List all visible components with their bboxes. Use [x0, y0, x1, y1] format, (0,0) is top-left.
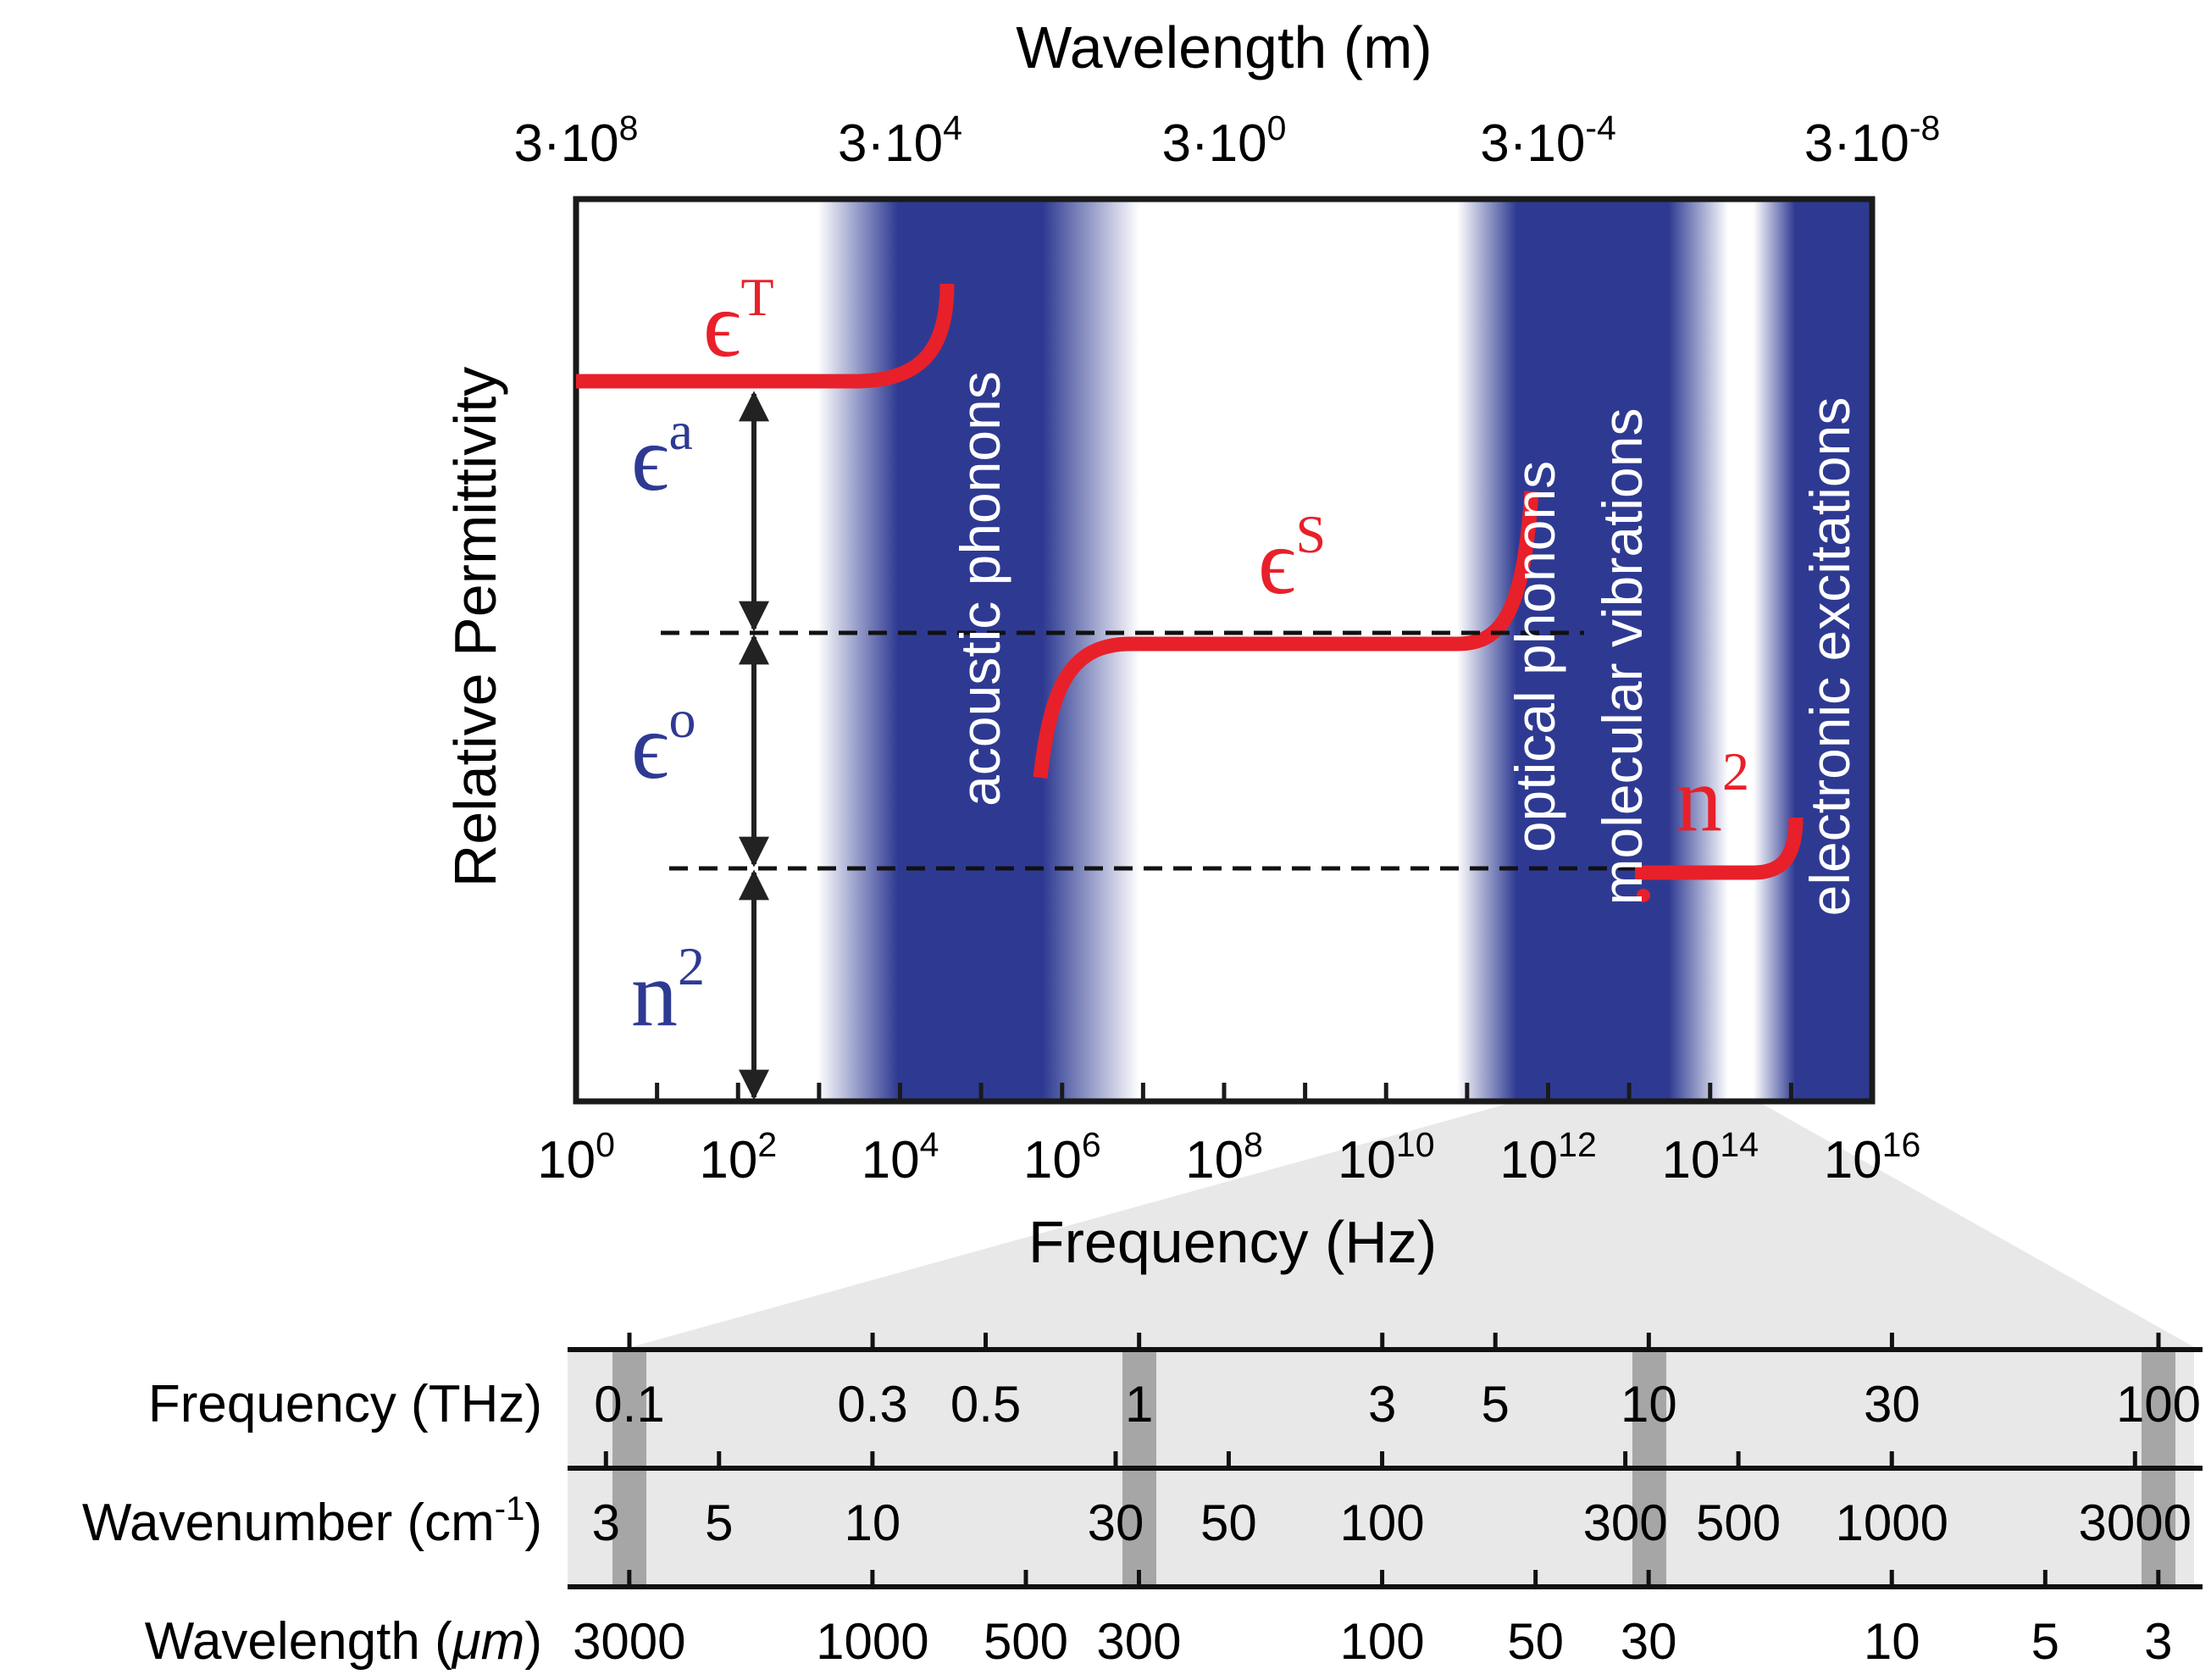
wavelength-scale-label: 3000 [573, 1613, 685, 1670]
n-squared-arrow-label: n2 [631, 936, 705, 1045]
epsilon-a-label: ϵa [631, 401, 693, 510]
wavelength-scale-label: 50 [1507, 1613, 1564, 1670]
wavenumber-scale-label: 10 [845, 1494, 901, 1551]
wavenumber-scale-label: 300 [1583, 1494, 1668, 1551]
wavelength-scale-label: 500 [984, 1613, 1068, 1670]
wavenumber-scale-label: 1000 [1835, 1494, 1948, 1551]
wavenumber-scale-label: 100 [1339, 1494, 1424, 1551]
optical-phonons-label: optical phonons [1504, 461, 1566, 852]
frequency-row-label: Frequency (THz) [148, 1375, 542, 1433]
wavenumber-scale-label: 50 [1200, 1494, 1257, 1551]
frequency-axis-title: Frequency (Hz) [1028, 1209, 1437, 1275]
frequency-tick-label: 1010 [1338, 1125, 1435, 1189]
wavelength-scale-label: 3 [2144, 1613, 2172, 1670]
frequency-tick-label: 104 [862, 1125, 939, 1189]
wavenumber-scale-label: 3 [592, 1494, 620, 1551]
frequency-scale-label: 100 [2116, 1376, 2201, 1433]
wavelength-scale-label: 100 [1339, 1613, 1424, 1670]
wavelength-tick-labels: 3·108 3·104 3·100 3·10-4 3·10-8 [514, 108, 1941, 173]
wavelength-scale-label: 300 [1096, 1613, 1181, 1670]
frequency-tick-label: 108 [1185, 1125, 1263, 1189]
epsilon-T-label: ϵT [703, 267, 774, 376]
electronic-excitations-label: electronic excitations [1798, 397, 1861, 917]
optical-phonon-band [1457, 199, 1728, 1101]
epsilon-T-curve [576, 283, 955, 389]
wavelength-scale-label: 10 [1864, 1613, 1920, 1670]
epsilon-o-label: ϵo [631, 689, 696, 798]
frequency-scale-label: 1 [1125, 1376, 1153, 1433]
frequency-scale-label: 0.5 [950, 1376, 1021, 1433]
epsilon-S-label: ϵS [1258, 504, 1326, 613]
frequency-scale-label: 30 [1864, 1376, 1920, 1433]
wavelength-tick-label: 3·108 [514, 108, 639, 173]
frequency-tick-label: 1012 [1499, 1125, 1597, 1189]
zoom-projection [631, 1101, 2194, 1347]
wavenumber-scale-label: 500 [1696, 1494, 1781, 1551]
frequency-tick-label: 102 [699, 1125, 777, 1189]
frequency-scale-label: 3 [1368, 1376, 1396, 1433]
conversion-scale-ticks [603, 1333, 2161, 1587]
wavelength-tick-label: 3·104 [838, 108, 962, 173]
frequency-tick-labels: 100 102 104 106 108 1010 1012 1014 1016 [537, 1125, 1920, 1189]
frequency-scale-label: 5 [1482, 1376, 1510, 1433]
frequency-scale-label: 10 [1621, 1376, 1677, 1433]
wavelength-scale-label: 30 [1621, 1613, 1677, 1670]
frequency-scale-label: 0.3 [837, 1376, 907, 1433]
wavenumber-row-label: Wavenumber (cm-1) [82, 1490, 542, 1552]
frequency-tick-label: 1016 [1824, 1125, 1921, 1189]
wavelength-row-label: Wavelength (μm) [145, 1612, 542, 1671]
electronic-band [1754, 199, 1872, 1101]
wavenumber-scale-label: 30 [1088, 1494, 1144, 1551]
acoustic-phonons-label: acoustic phonons [949, 371, 1011, 807]
frequency-scale-label: 0.1 [594, 1376, 664, 1433]
wavelength-scale-label: 1000 [816, 1613, 928, 1670]
wavelength-scale-label: 5 [2031, 1613, 2059, 1670]
conversion-scale-labels: 0.1 0.3 0.5 1 3 5 10 30 100 3 5 10 30 50 100 300 500 1000… [573, 1376, 2201, 1670]
frequency-axis-ticks [655, 1083, 1793, 1101]
frequency-tick-label: 106 [1023, 1125, 1101, 1189]
epsilon-S-curve [1033, 491, 1539, 779]
wavelength-tick-label: 3·100 [1162, 108, 1287, 173]
relative-permittivity-label: Relative Permittivity [442, 367, 508, 888]
n-squared-dot [1637, 889, 1650, 902]
n-squared-curve [1635, 817, 1804, 880]
n-squared-curve-label: n2 [1676, 741, 1749, 851]
wavenumber-scale-label: 5 [705, 1494, 733, 1551]
wavenumber-scale-label: 3000 [2079, 1494, 2192, 1551]
frequency-tick-label: 1014 [1661, 1125, 1759, 1189]
wavelength-tick-label: 3·10-4 [1480, 108, 1616, 173]
wavelength-axis-title: Wavelength (m) [1016, 14, 1432, 80]
molecular-vibrations-label: molecular vibrations [1591, 408, 1654, 906]
wavelength-tick-label: 3·10-8 [1804, 108, 1941, 173]
frequency-tick-label: 100 [537, 1125, 615, 1189]
